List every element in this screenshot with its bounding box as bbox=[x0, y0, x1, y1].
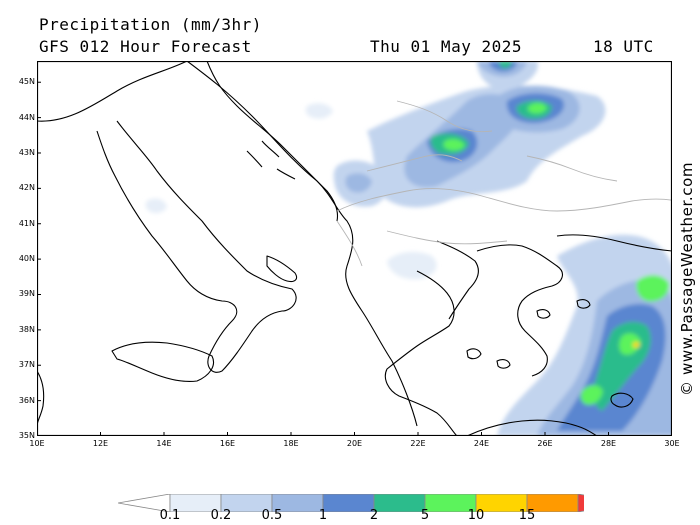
legend-tick-label: 0.5 bbox=[261, 508, 283, 523]
lat-tick-label: 42N bbox=[18, 183, 35, 193]
forecast-label: GFS 012 Hour Forecast bbox=[39, 37, 252, 56]
lon-tick-label: 20E bbox=[346, 439, 363, 448]
legend-tick-label: 0.1 bbox=[159, 508, 181, 523]
lat-tick-label: 36N bbox=[18, 395, 35, 405]
lon-tick-label: 18E bbox=[283, 439, 299, 448]
lat-tick-label: 40N bbox=[18, 254, 35, 264]
legend-tick-label: 2 bbox=[369, 508, 379, 523]
watermark: © www.PassageWeather.com bbox=[678, 161, 696, 396]
forecast-date: Thu 01 May 2025 bbox=[370, 37, 522, 56]
lat-tick-label: 41N bbox=[18, 218, 35, 228]
lat-tick-label: 35N bbox=[18, 431, 35, 440]
precipitation-shading bbox=[145, 61, 672, 436]
lon-tick-label: 28E bbox=[600, 439, 617, 448]
lat-tick-label: 37N bbox=[18, 360, 35, 370]
axis-ticks bbox=[37, 81, 672, 436]
lat-tick-label: 38N bbox=[18, 324, 35, 334]
lon-tick-label: 30E bbox=[664, 439, 680, 448]
precipitation-map bbox=[37, 61, 672, 436]
legend-tick-label: 1 bbox=[318, 508, 328, 523]
legend-colorbar bbox=[118, 494, 584, 512]
lat-tick-label: 44N bbox=[18, 112, 35, 122]
lon-tick-label: 10E bbox=[29, 439, 45, 448]
map-title: Precipitation (mm/3hr) bbox=[39, 15, 262, 34]
lon-tick-label: 26E bbox=[537, 439, 553, 448]
coastlines bbox=[37, 61, 672, 436]
lon-tick-label: 24E bbox=[473, 439, 490, 448]
legend-swatch bbox=[577, 494, 584, 512]
legend-tick-label: 5 bbox=[420, 508, 430, 523]
lat-tick-label: 43N bbox=[18, 147, 35, 157]
lat-tick-label: 45N bbox=[18, 77, 35, 87]
forecast-time: 18 UTC bbox=[593, 37, 654, 56]
lat-tick-label: 39N bbox=[18, 289, 35, 299]
lon-tick-label: 14E bbox=[156, 439, 172, 448]
legend-tick-label: 0.2 bbox=[210, 508, 232, 523]
lon-tick-label: 22E bbox=[410, 439, 426, 448]
lon-tick-label: 16E bbox=[219, 439, 236, 448]
legend-tick-label: 15 bbox=[518, 508, 536, 523]
legend-tick-label: 10 bbox=[467, 508, 485, 523]
lon-tick-label: 12E bbox=[92, 439, 109, 448]
country-borders bbox=[336, 100, 672, 267]
